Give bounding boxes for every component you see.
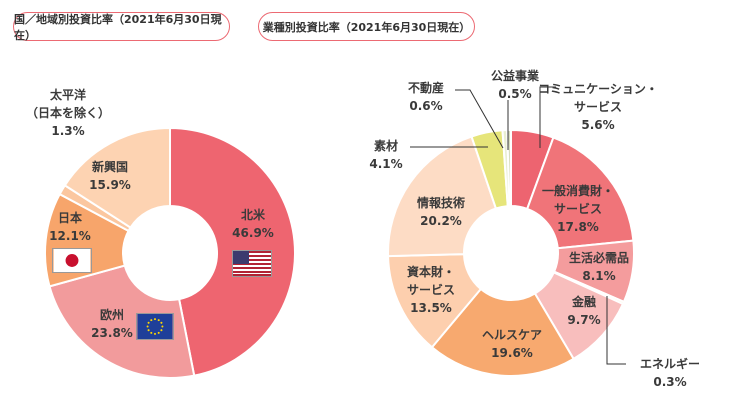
region-chart-title: 国／地域別投資比率（2021年6月30日現在）	[13, 12, 230, 42]
eu-star	[157, 319, 160, 322]
label-industrials: 資本財・ サービス 13.5%	[406, 265, 456, 315]
donut-slice	[525, 136, 635, 250]
label-emerging: 新興国 15.9%	[89, 160, 131, 192]
donut-slice	[387, 135, 498, 258]
label-japan: 日本 12.1%	[49, 211, 91, 243]
leader-line-communication	[539, 86, 556, 148]
label-consumer-staples: 生活必需品 8.1%	[568, 251, 630, 283]
label-information-technology: 情報技術 20.2%	[416, 196, 466, 228]
leader-lines	[410, 86, 626, 365]
eu-star	[161, 325, 164, 328]
eu-star	[150, 319, 153, 322]
eu-star	[160, 321, 163, 324]
us-flag-icon	[232, 250, 272, 277]
label-energy: エネルギー 0.3%	[639, 357, 701, 389]
label-europe: 欧州 23.8%	[91, 308, 133, 340]
donut-slice	[63, 126, 171, 229]
eu-star	[150, 331, 153, 334]
japan-flag-icon	[52, 248, 92, 273]
eu-star	[153, 332, 157, 335]
label-real-estate: 不動産 0.6%	[407, 81, 445, 113]
sector-chart-title: 業種別投資比率（2021年6月30日現在）	[258, 12, 475, 41]
eu-star	[147, 329, 150, 332]
label-financials: 金融 9.7%	[567, 295, 601, 327]
eu-star	[146, 325, 149, 328]
eu-flag-icon	[136, 313, 174, 340]
leader-line-energy	[606, 296, 626, 365]
donut-slice	[387, 253, 483, 349]
eu-star	[153, 318, 157, 321]
eu-star	[157, 331, 160, 334]
eu-star	[147, 321, 150, 324]
donut-slice	[430, 287, 575, 377]
label-healthcare: ヘルスケア 19.6%	[481, 328, 543, 360]
eu-star	[160, 329, 163, 332]
label-utilities: 公益事業 0.5%	[490, 69, 540, 101]
leader-line-real-estate	[455, 89, 504, 149]
label-communication: コミュニケーション・ サービス 5.6%	[538, 82, 658, 132]
label-consumer-discretionary: 一般消費財・ サービス 17.8%	[541, 184, 615, 234]
donut-slice	[48, 264, 196, 379]
label-materials: 素材 4.1%	[369, 139, 403, 171]
sector-donut	[387, 128, 635, 377]
label-north-america: 北米 46.9%	[232, 208, 274, 240]
label-pacific: 太平洋 （日本を除く） 1.3%	[25, 88, 111, 138]
